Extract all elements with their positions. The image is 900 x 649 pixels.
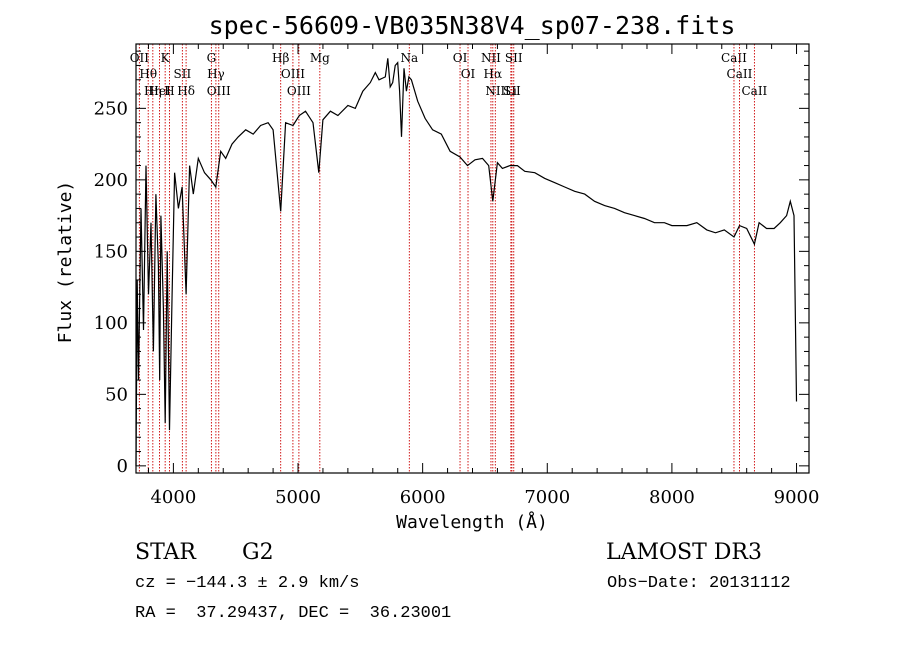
spectral-line-label: OI bbox=[461, 67, 476, 81]
x-tick-label: 8000 bbox=[649, 487, 695, 508]
spectral-line-label: SII bbox=[174, 67, 192, 81]
redshift-info: cz = −144.3 ± 2.9 km/s bbox=[135, 574, 360, 593]
spectral-line-label: Hη bbox=[144, 84, 162, 98]
spectral-line-label: Hα bbox=[484, 67, 503, 81]
spectral-line-label: SII bbox=[505, 51, 523, 65]
spectral-line-label: Hγ bbox=[207, 67, 225, 81]
spectral-line-label: OIII bbox=[281, 67, 305, 81]
y-tick-label: 200 bbox=[94, 170, 128, 191]
spectral-line-label: OIII bbox=[287, 84, 311, 98]
x-tick-label: 9000 bbox=[774, 487, 820, 508]
spectral-line-label: NII bbox=[485, 84, 505, 98]
observation-date: Obs−Date: 20131112 bbox=[607, 574, 791, 593]
spectral-line-label: OI bbox=[453, 51, 468, 65]
y-tick-label: 100 bbox=[94, 313, 128, 334]
spectral-line-label: CaII bbox=[721, 51, 747, 65]
spectral-line-label: Hδ bbox=[177, 84, 195, 98]
spectral-line-label: NII bbox=[481, 51, 501, 65]
coordinates-info: RA = 37.29437, DEC = 36.23001 bbox=[135, 604, 452, 623]
y-tick-label: 50 bbox=[105, 384, 128, 405]
y-tick-label: 150 bbox=[94, 241, 128, 262]
spectral-line-label: SII bbox=[503, 84, 521, 98]
axis-ticks: 4000 5000 6000 7000 8000 9000 0 50 100 150 200 250 bbox=[94, 44, 820, 508]
spectral-line-label: Hβ bbox=[272, 51, 289, 65]
x-tick-label: 5000 bbox=[275, 487, 321, 508]
object-subclass: G2 bbox=[242, 540, 274, 565]
y-tick-label: 0 bbox=[117, 456, 128, 477]
spectral-line-label: CaII bbox=[727, 67, 753, 81]
y-tick-label: 250 bbox=[94, 98, 128, 119]
x-tick-label: 6000 bbox=[400, 487, 446, 508]
spectral-line-label: K bbox=[161, 51, 171, 65]
survey-name: LAMOST DR3 bbox=[606, 540, 762, 565]
spectral-line-label: G bbox=[207, 51, 217, 65]
spectral-line-label: Li bbox=[505, 84, 517, 98]
object-class: STAR bbox=[135, 540, 196, 565]
x-tick-label: 7000 bbox=[524, 487, 570, 508]
chart-title: spec-56609-VB035N38V4_sp07-238.fits bbox=[209, 11, 736, 40]
spectral-line-label: OII bbox=[130, 51, 150, 65]
plot-frame bbox=[135, 43, 810, 474]
spectral-line-label: Na bbox=[400, 51, 418, 65]
spectral-line-label: CaII bbox=[741, 84, 767, 98]
spectral-line-label: OIII bbox=[207, 84, 231, 98]
y-axis-label: Flux (relative) bbox=[55, 181, 76, 344]
spectral-line-label: Hθ bbox=[139, 67, 157, 81]
spectrum-series-line bbox=[135, 58, 798, 466]
spectral-line-label: H bbox=[164, 84, 174, 98]
spectral-line-label: Mg bbox=[310, 51, 330, 65]
x-tick-label: 4000 bbox=[150, 487, 196, 508]
x-axis-label: Wavelength (Å) bbox=[396, 511, 548, 533]
